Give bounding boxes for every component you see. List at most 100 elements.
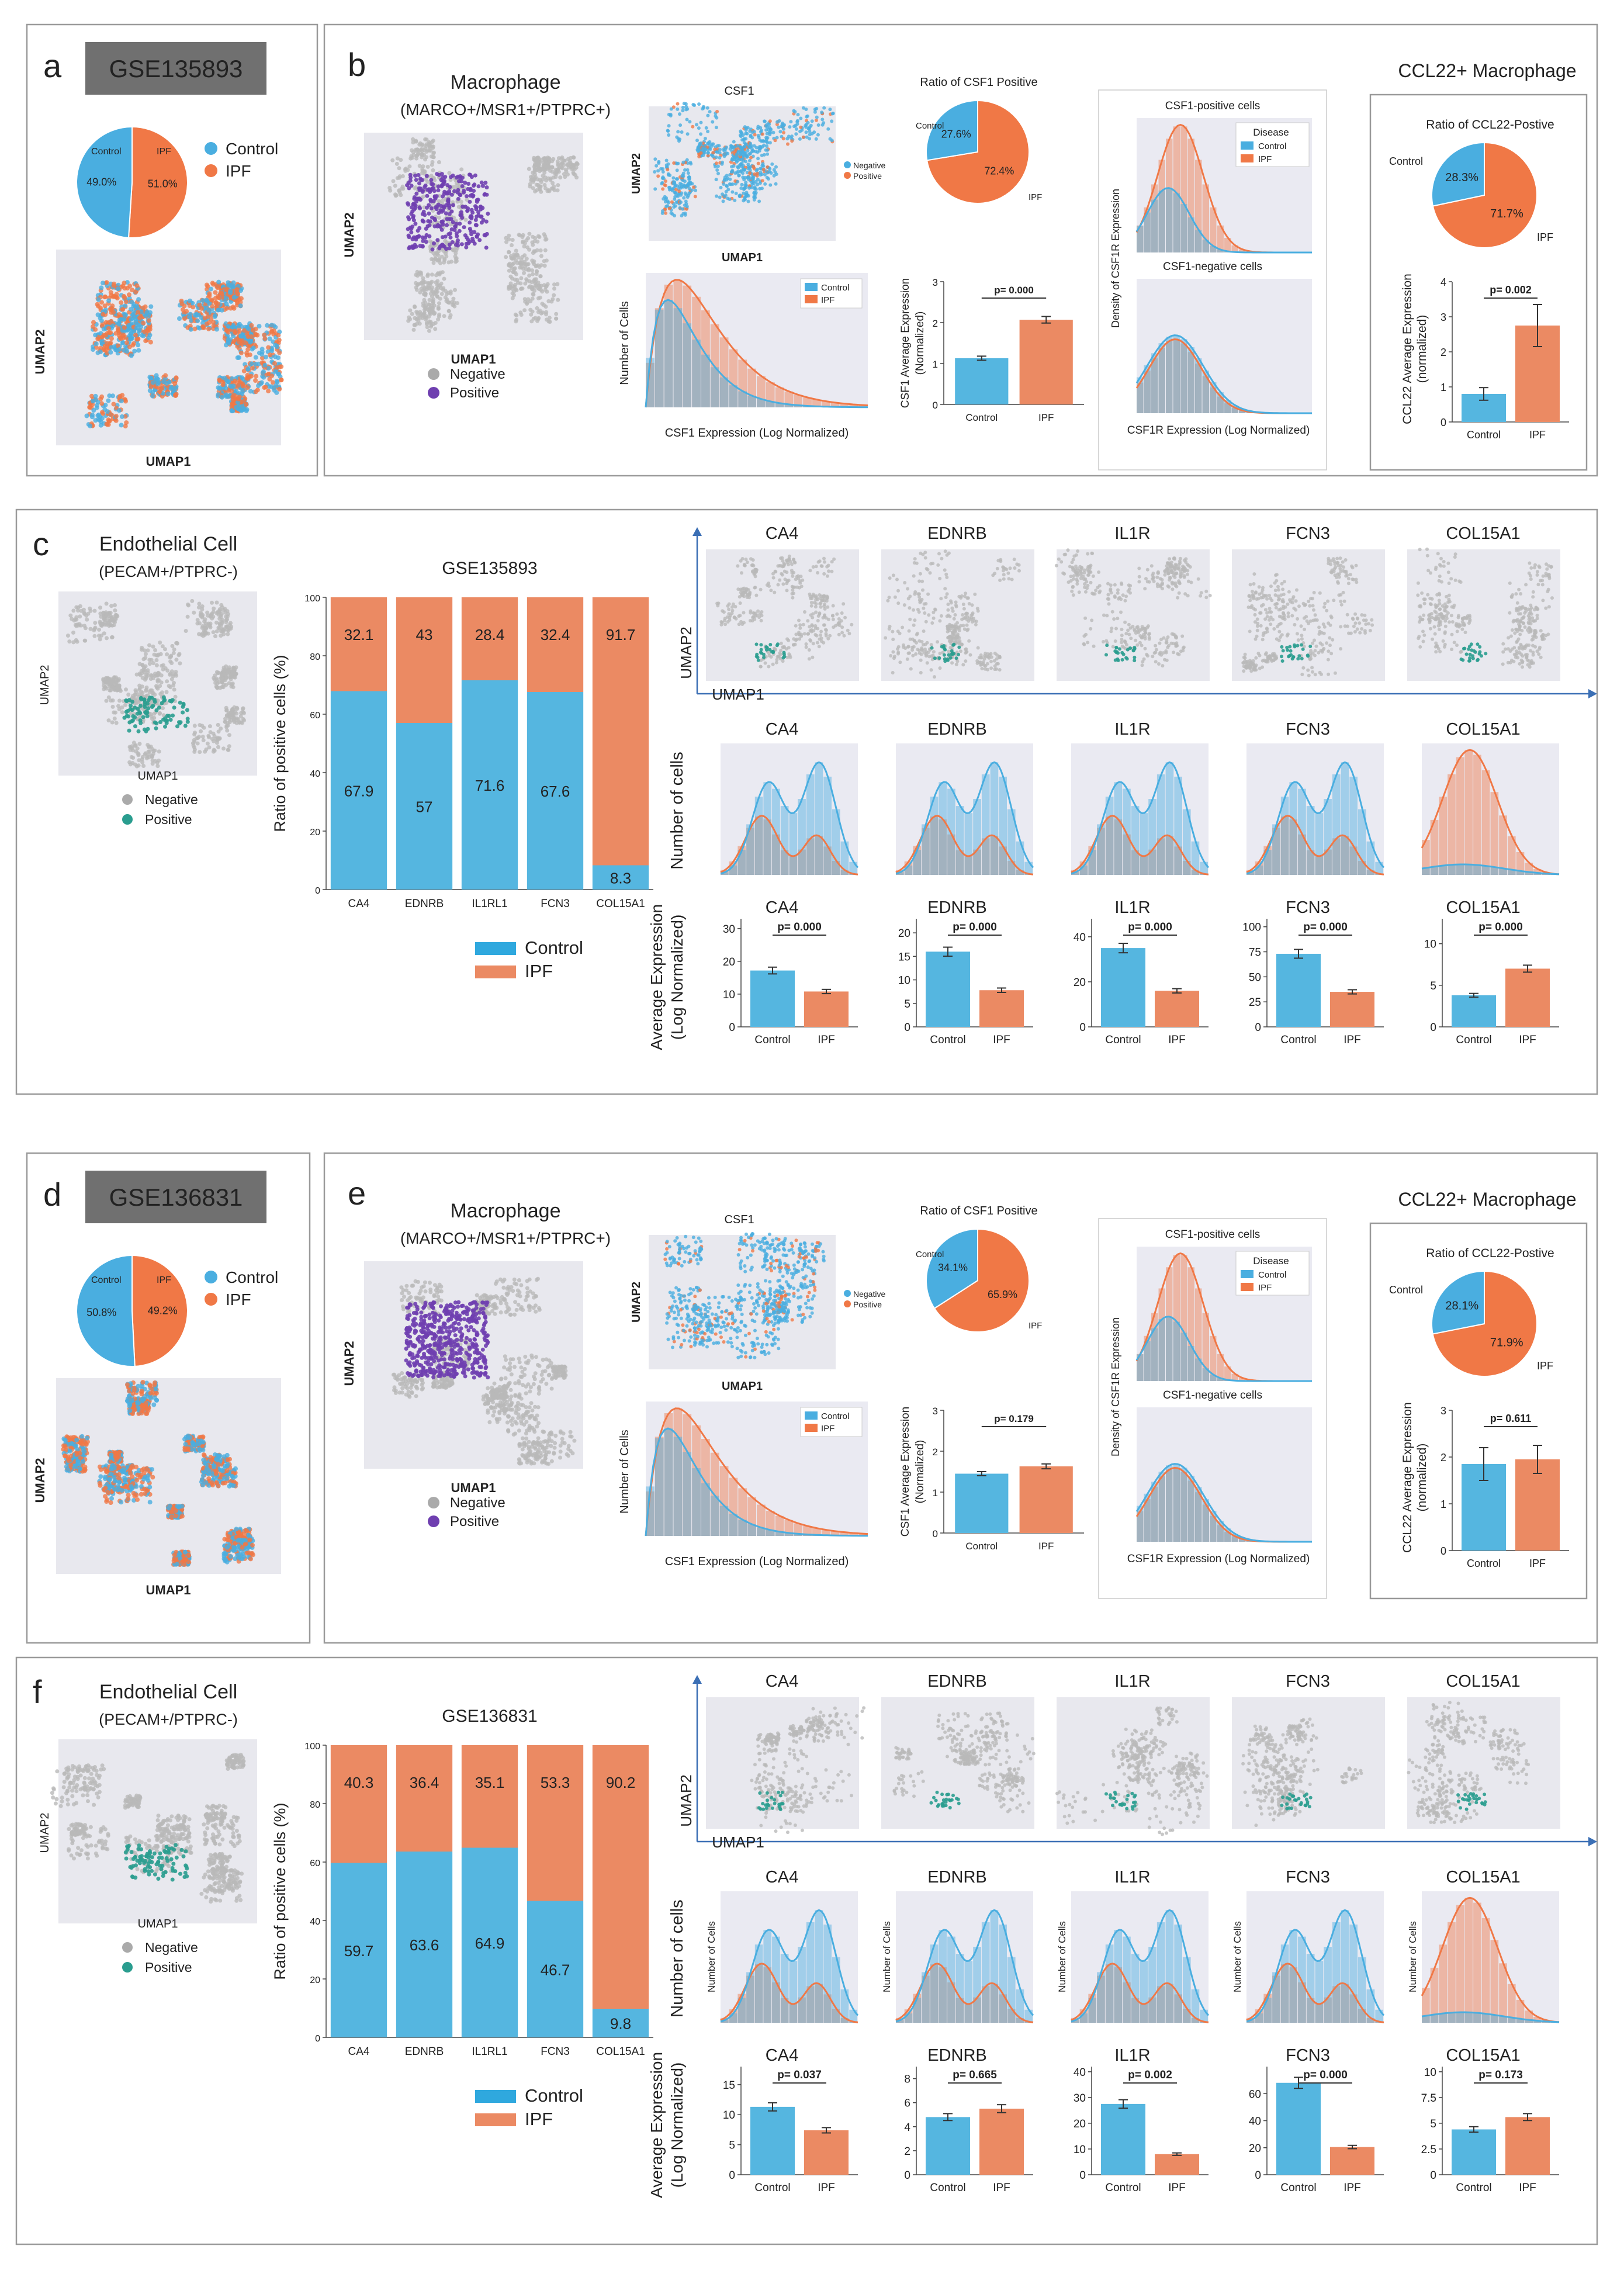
umap-point-positive	[445, 217, 449, 222]
umap-point	[808, 137, 812, 141]
umap-point-positive	[408, 175, 413, 180]
umap-point	[129, 353, 134, 358]
umap-point	[532, 259, 536, 264]
umap-point	[444, 292, 449, 296]
umap-point	[507, 268, 511, 273]
umap-point	[448, 313, 453, 317]
umap-point	[759, 167, 763, 171]
umap-point	[773, 139, 777, 143]
umap-point	[453, 259, 458, 264]
bar-ipf	[1019, 320, 1073, 404]
umap-point	[277, 364, 282, 369]
umap-point	[108, 350, 113, 355]
umap-point	[113, 418, 119, 423]
umap-point	[424, 137, 429, 142]
umap-point	[101, 312, 106, 317]
umap-point	[406, 319, 411, 323]
umap-point	[748, 158, 752, 162]
umap-point	[91, 324, 95, 329]
umap-point	[179, 1504, 185, 1509]
umap-point	[451, 248, 455, 252]
axis-umap1: UMAP1	[146, 1583, 191, 1597]
umap-point	[742, 188, 746, 191]
umap-point	[522, 271, 526, 275]
umap-point	[543, 164, 548, 169]
umap-point	[143, 1404, 148, 1409]
umap-point	[148, 340, 153, 345]
umap-point	[715, 194, 719, 198]
axis-umap1: UMAP1	[451, 352, 496, 366]
umap-point	[154, 373, 159, 378]
pie-pct-ipf: 51.0%	[148, 178, 178, 190]
umap-point	[520, 255, 525, 259]
umap-point	[91, 399, 95, 404]
pie-inner-ipf: IPF	[157, 1275, 171, 1285]
umap-point	[236, 403, 241, 409]
umap-point	[655, 164, 659, 168]
y-tick-label: 1	[933, 359, 938, 370]
legend-negative: Negative	[853, 161, 885, 170]
umap-point	[676, 137, 680, 141]
umap-point	[543, 248, 548, 252]
umap-point-positive	[484, 231, 489, 236]
umap-point	[254, 373, 259, 379]
umap-point	[551, 175, 556, 180]
umap-point	[75, 1459, 81, 1464]
macrophage-title: Macrophage	[450, 71, 560, 94]
umap-point	[141, 333, 146, 338]
umap-point	[730, 168, 735, 172]
umap-point	[137, 315, 142, 320]
umap-point	[74, 1464, 79, 1469]
umap-point	[200, 320, 205, 326]
umap-point	[217, 378, 222, 382]
umap-point	[166, 391, 171, 396]
umap-point	[133, 289, 138, 295]
umap-point	[109, 319, 114, 324]
umap-point	[527, 274, 532, 278]
umap-point	[510, 262, 515, 267]
umap-point	[233, 1556, 238, 1561]
umap-point	[711, 142, 715, 146]
umap-point-positive	[436, 188, 441, 192]
umap-point	[94, 341, 99, 347]
umap-point	[508, 281, 513, 286]
umap-point	[722, 148, 726, 153]
umap-point	[514, 288, 519, 293]
umap-point	[395, 176, 400, 181]
umap-point	[828, 137, 832, 141]
umap-point	[129, 317, 134, 322]
umap-point	[759, 146, 763, 150]
umap-point	[276, 338, 282, 342]
umap-point	[216, 1483, 221, 1489]
umap-point	[173, 385, 178, 390]
umap-point	[414, 156, 419, 161]
umap-point	[751, 149, 755, 153]
umap-point	[728, 182, 732, 186]
umap-point	[453, 254, 458, 259]
umap-point-positive	[418, 198, 423, 202]
umap-point	[716, 171, 720, 175]
umap-point	[752, 198, 756, 202]
umap-point	[790, 139, 794, 143]
umap-point	[213, 1471, 219, 1476]
pie-label-ipf: IPF	[1029, 192, 1042, 202]
umap-point	[514, 317, 519, 322]
umap-point	[801, 135, 805, 139]
umap-point	[129, 1397, 134, 1403]
x-tick-label: Control	[965, 412, 998, 423]
umap-point	[775, 120, 779, 124]
umap-point	[179, 1514, 185, 1519]
umap-point	[182, 1437, 187, 1442]
umap-point-positive	[465, 194, 469, 199]
umap-point	[400, 174, 405, 178]
umap-point	[558, 175, 563, 180]
umap-point-positive	[447, 206, 452, 210]
umap-point	[243, 1542, 248, 1547]
umap-point	[507, 263, 511, 268]
umap-point	[732, 140, 736, 144]
umap-point	[536, 234, 541, 238]
pie-label-control: Control	[916, 121, 944, 131]
umap-point-positive	[424, 240, 428, 244]
umap-point	[535, 168, 539, 172]
